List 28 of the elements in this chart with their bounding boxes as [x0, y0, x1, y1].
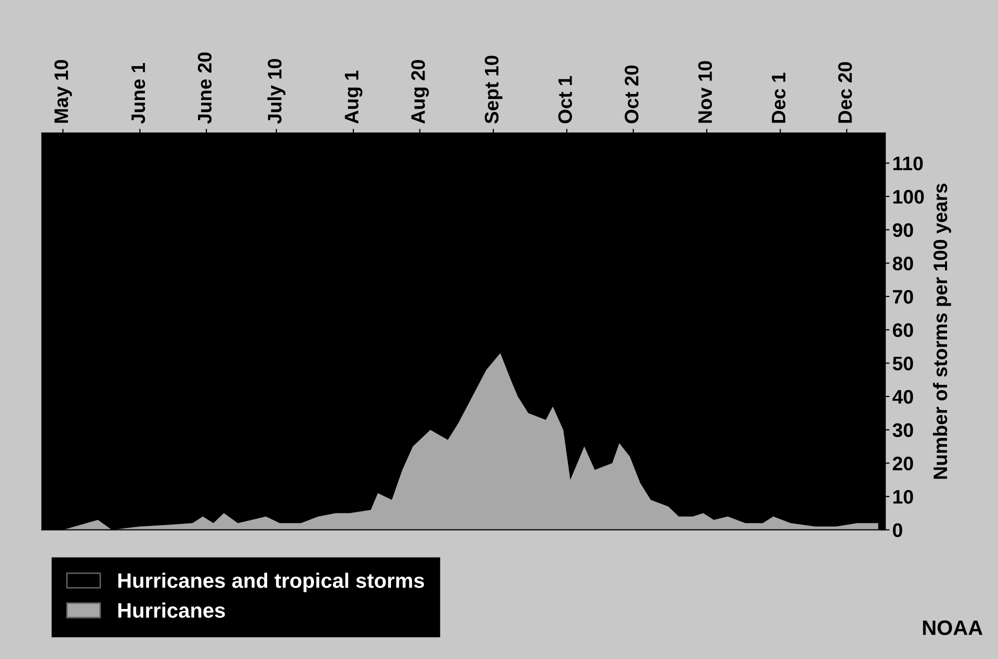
- y-tick-label: 60: [892, 323, 913, 338]
- x-tick-label: Aug 1: [344, 70, 362, 124]
- x-tick-label: July 10: [267, 58, 286, 124]
- text: NOAA: [923, 620, 982, 636]
- y-tick-label: 0: [892, 523, 902, 538]
- y-tick-label: 40: [892, 390, 913, 404]
- y-tick-label: 70: [893, 290, 913, 304]
- y-tick-label: 10: [893, 490, 913, 504]
- x-tick-label: June 20: [198, 52, 212, 124]
- x-tick-label: Sept 10: [484, 56, 502, 124]
- x-tick-label: May 10: [54, 60, 72, 123]
- legend-label: Hurricanes and tropical storms: [118, 572, 424, 592]
- x-tick-label: June 1: [132, 63, 146, 124]
- y-tick-label: 50: [892, 356, 913, 370]
- y-axis-title: Number of storms per 100 years: [932, 184, 952, 479]
- x-tick-label: Oct 20: [624, 65, 638, 124]
- x-tick-label: Dec 20: [838, 62, 852, 123]
- y-tick-label: 100: [893, 190, 924, 204]
- legend-label: Hurricanes: [118, 602, 225, 618]
- y-tick-label: 80: [892, 256, 913, 270]
- x-tick-label: Dec 1: [772, 72, 786, 123]
- y-tick-label: 90: [892, 223, 913, 238]
- y-tick-label: 110: [893, 156, 923, 170]
- x-tick-label: Nov 10: [698, 61, 712, 123]
- y-tick-label: 20: [892, 456, 913, 470]
- y-tick-label: 30: [892, 423, 913, 438]
- x-tick-label: Aug 20: [411, 60, 429, 124]
- x-tick-label: Oct 1: [558, 76, 572, 124]
